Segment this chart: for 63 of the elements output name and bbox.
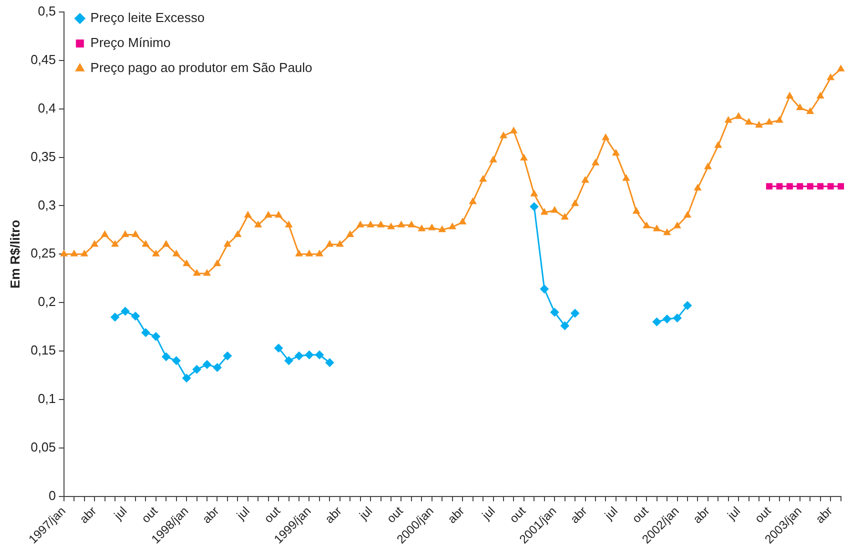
- x-tick-label: jul: [724, 504, 744, 524]
- point: [540, 284, 549, 294]
- y-tick-label: 0,15: [30, 342, 56, 358]
- y-tick-label: 0,45: [30, 52, 56, 68]
- point: [652, 317, 662, 326]
- y-tick-label: 0: [48, 488, 56, 503]
- point: [274, 344, 284, 353]
- point: [202, 360, 212, 370]
- point: [120, 306, 130, 316]
- x-tick-label: jul: [478, 504, 498, 524]
- point: [530, 202, 539, 212]
- point: [560, 321, 570, 330]
- point: [314, 350, 324, 360]
- y-tick-label: 0,5: [38, 4, 56, 19]
- point: [212, 362, 222, 372]
- point: [827, 183, 834, 190]
- x-tick-label: jul: [233, 504, 252, 524]
- point: [776, 183, 783, 190]
- x-tick-label: abr: [568, 504, 590, 526]
- point: [304, 350, 314, 360]
- point: [151, 332, 160, 341]
- x-tick-label: abr: [76, 504, 100, 526]
- x-tick-label: abr: [812, 504, 836, 526]
- x-tick-label: abr: [322, 504, 344, 526]
- point: [172, 356, 181, 366]
- x-tick-label: jul: [356, 504, 376, 524]
- y-axis-title: Em R$/litro: [7, 220, 22, 288]
- y-tick-label: 0,25: [30, 246, 56, 261]
- point: [786, 183, 793, 190]
- point: [550, 308, 560, 317]
- y-tick-label: 0,2: [38, 294, 56, 310]
- point: [662, 314, 672, 324]
- point: [192, 364, 202, 374]
- point: [682, 300, 692, 310]
- y-tick-label: 0,35: [30, 148, 56, 164]
- y-tick-label: 0,4: [38, 100, 56, 116]
- y-tick-label: 0,3: [38, 197, 56, 212]
- x-tick-label: jul: [110, 504, 130, 524]
- point: [838, 183, 844, 190]
- point: [130, 312, 140, 321]
- point: [284, 356, 294, 366]
- point: [182, 374, 192, 383]
- y-tick-label: 0,1: [38, 390, 56, 406]
- x-tick-label: jul: [601, 504, 620, 524]
- point: [796, 183, 804, 190]
- x-tick-label: abr: [444, 504, 468, 526]
- point: [570, 308, 580, 318]
- x-tick-label: abr: [200, 504, 222, 526]
- legend-label: Preço leite Excesso: [90, 10, 205, 26]
- point: [222, 351, 232, 360]
- legend-label: Preço pago ao produtor em São Paulo: [90, 60, 312, 76]
- point: [294, 351, 304, 360]
- legend-label: Preço Mínimo: [90, 35, 171, 50]
- point: [806, 183, 814, 190]
- point: [325, 358, 334, 368]
- point: [110, 312, 120, 322]
- point: [672, 314, 682, 323]
- x-tick-label: abr: [690, 504, 712, 526]
- y-tick-label: 0,05: [30, 439, 56, 454]
- point: [817, 183, 824, 190]
- point: [162, 352, 171, 362]
- point: [141, 328, 150, 338]
- point: [766, 183, 772, 190]
